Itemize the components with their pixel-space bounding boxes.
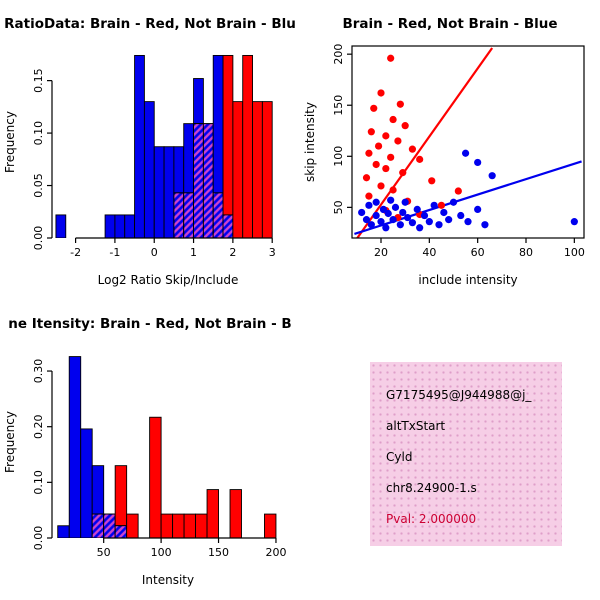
svg-text:0.00: 0.00 <box>32 226 45 251</box>
svg-text:200: 200 <box>332 44 345 65</box>
svg-text:50: 50 <box>332 200 345 214</box>
svg-text:50: 50 <box>97 546 111 559</box>
histogram-log2-ratio-panel: -2 -1 0 1 2 3 0.00 0.05 0.10 0.15 Log2 Ratio Skip/… <box>3 16 296 287</box>
svg-text:20: 20 <box>374 246 388 259</box>
svg-text:150: 150 <box>208 546 229 559</box>
svg-text:Frequency: Frequency <box>3 411 17 473</box>
svg-text:0.30: 0.30 <box>32 359 45 384</box>
svg-text:200: 200 <box>265 546 286 559</box>
svg-text:40: 40 <box>422 246 436 259</box>
svg-text:2: 2 <box>229 246 236 259</box>
svg-text:0.10: 0.10 <box>32 121 45 146</box>
gene-symbol-text: Cyld <box>386 450 413 464</box>
pval-text: Pval: 2.000000 <box>386 512 477 526</box>
svg-text:100: 100 <box>564 246 585 259</box>
svg-text:include intensity: include intensity <box>418 273 517 287</box>
svg-text:150: 150 <box>332 95 345 116</box>
svg-text:-1: -1 <box>109 246 120 259</box>
svg-text:0.00: 0.00 <box>32 526 45 551</box>
svg-text:100: 100 <box>332 146 345 167</box>
svg-text:skip intensity: skip intensity <box>303 102 317 182</box>
gene-info-box: G7175495@J944988@j_ altTxStart Cyld chr8… <box>370 362 562 546</box>
gene-info-cell: G7175495@J944988@j_ altTxStart Cyld chr8… <box>300 300 600 600</box>
event-type-text: altTxStart <box>386 419 446 433</box>
svg-text:-2: -2 <box>70 246 81 259</box>
svg-text:80: 80 <box>519 246 533 259</box>
svg-text:60: 60 <box>471 246 485 259</box>
svg-text:0.20: 0.20 <box>32 414 45 439</box>
chromosome-location-text: chr8.24900-1.s <box>386 481 477 495</box>
svg-text:0.15: 0.15 <box>32 68 45 93</box>
histogram-gene-intensity-panel: 50 100 150 200 0.00 0.10 0.20 0.30 Intensity Freq… <box>3 316 292 587</box>
svg-text:0: 0 <box>151 246 158 259</box>
svg-text:1: 1 <box>190 246 197 259</box>
svg-text:0.05: 0.05 <box>32 173 45 198</box>
gene-probe-id-text: G7175495@J944988@j_ <box>386 388 532 402</box>
scatter-intensity-panel: 20 40 60 80 100 50 100 150 200 include intensity s… <box>303 16 585 287</box>
svg-text:Brain - Red, Not Brain - Blue: Brain - Red, Not Brain - Blue <box>342 16 557 32</box>
svg-text:Intensity: Intensity <box>142 573 194 587</box>
svg-text:ne Itensity: Brain - Red, Not: ne Itensity: Brain - Red, Not Brain - B <box>8 316 291 332</box>
svg-text:RatioData: Brain - Red, Not Br: RatioData: Brain - Red, Not Brain - Blu <box>4 16 296 32</box>
svg-text:3: 3 <box>269 246 276 259</box>
svg-text:Frequency: Frequency <box>3 111 17 173</box>
svg-text:Log2 Ratio Skip/Include: Log2 Ratio Skip/Include <box>98 273 239 287</box>
svg-text:100: 100 <box>151 546 172 559</box>
svg-text:0.10: 0.10 <box>32 470 45 495</box>
